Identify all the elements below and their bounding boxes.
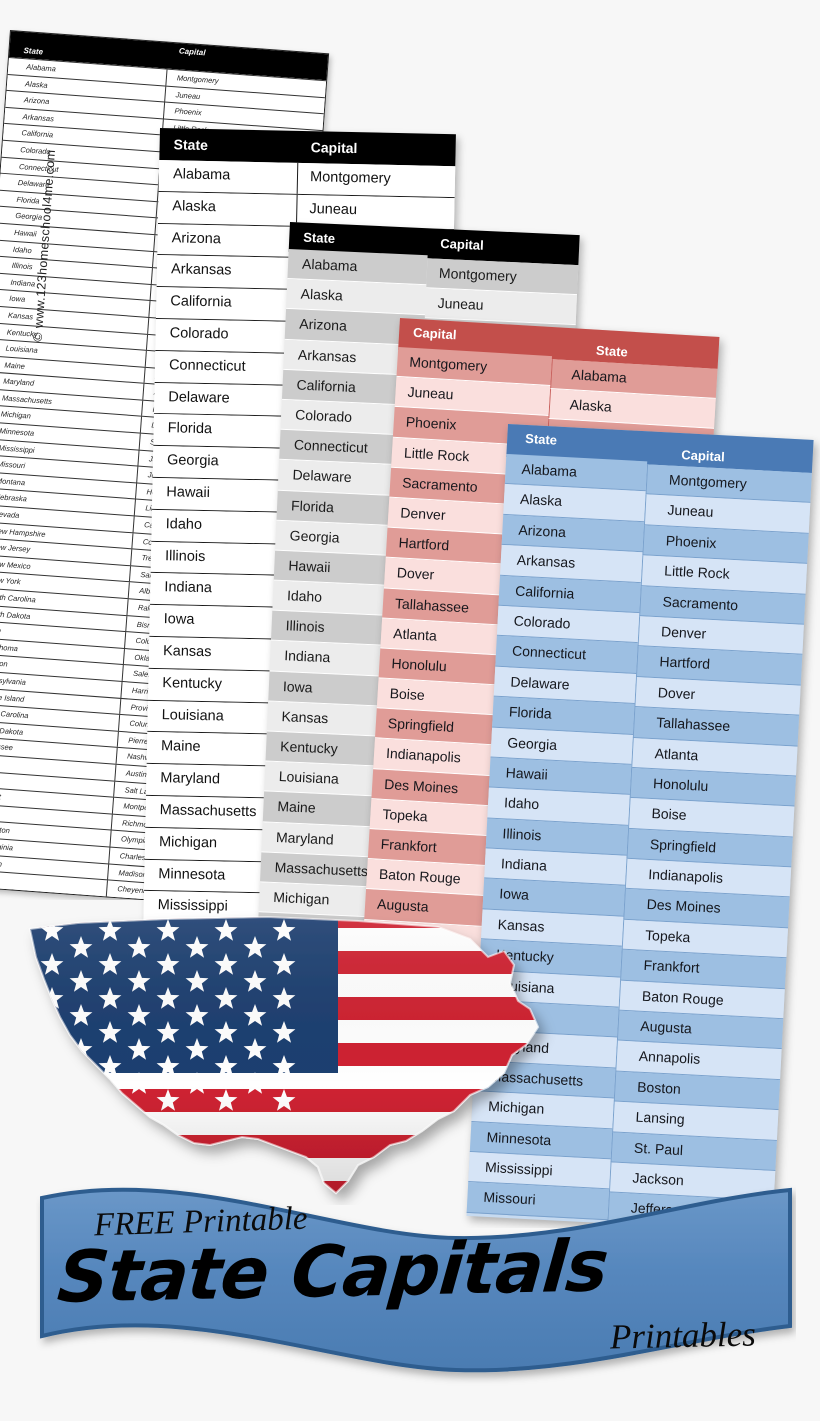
star-icon [69,1072,93,1094]
star-icon [40,1021,64,1043]
star-icon [40,1089,64,1111]
ribbon-shape [40,1187,792,1373]
star-icon [40,1055,64,1077]
title-ribbon-banner: FREE Printable State Capitals Printables [36,1168,796,1388]
flag-fill [30,917,538,1193]
star-icon [98,1089,122,1111]
usa-flag-map [28,915,540,1195]
